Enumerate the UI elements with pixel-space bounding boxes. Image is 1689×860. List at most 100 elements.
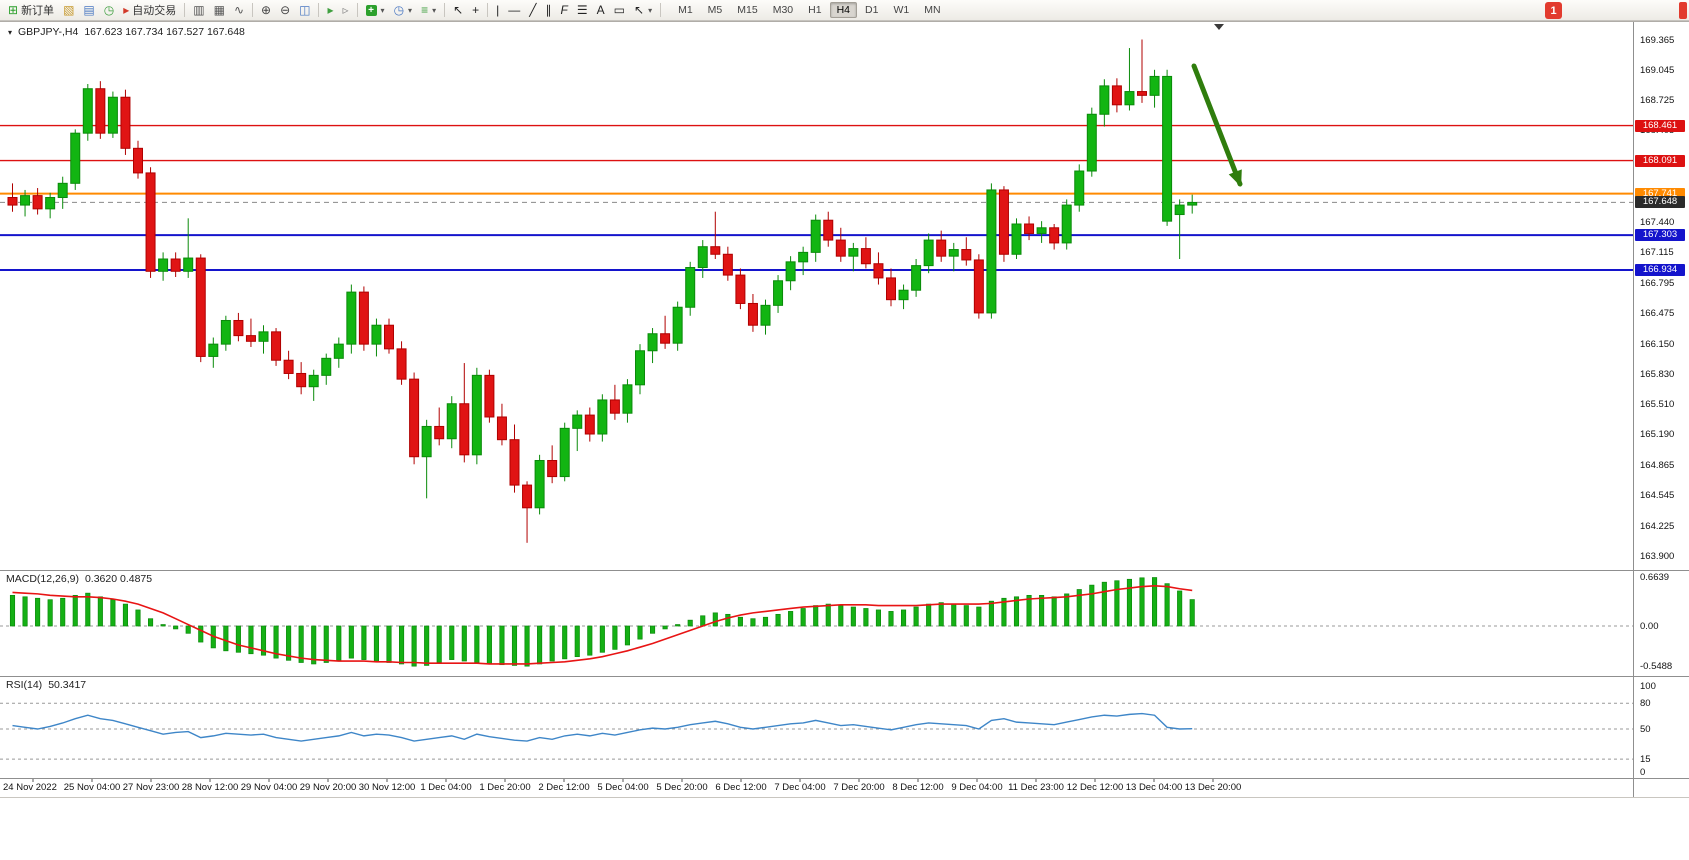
horizontal-line-tool-button[interactable]: — (504, 1, 524, 19)
text-label-icon: ▭ (613, 3, 625, 17)
zoom-out-button[interactable]: ⊖ (276, 1, 294, 19)
time-axis-label: 6 Dec 12:00 (715, 782, 767, 793)
chart-profiles-icon: ▧ (63, 3, 75, 17)
time-axis-label: 28 Nov 12:00 (181, 782, 239, 793)
arrows-tool-button[interactable]: ↖ ▾ (630, 1, 656, 19)
vertical-line-icon: | (496, 3, 500, 17)
indicators-button[interactable]: ≡ ▾ (417, 1, 440, 19)
new-order-icon: ⊞ (8, 3, 19, 17)
candlestick-series (7, 39, 1198, 543)
trend-arrow-annotation[interactable] (1191, 63, 1243, 187)
time-axis-label: 30 Nov 12:00 (358, 782, 416, 793)
bar-chart-mode-button[interactable]: ▥ (189, 1, 208, 19)
toolbar-separator (487, 3, 489, 17)
price-level-badge: 166.934 (1635, 263, 1685, 276)
time-axis-label: 29 Nov 04:00 (240, 782, 298, 793)
zoom-in-icon: ⊕ (261, 3, 272, 17)
timeframe-M30-button[interactable]: M30 (772, 4, 794, 16)
timeframe-D1-button[interactable]: D1 (865, 4, 879, 16)
cycle-lines-tool-button[interactable]: ☰ (573, 1, 592, 19)
rsi-tick-label: 15 (1640, 753, 1651, 765)
cycle-lines-icon: ☰ (576, 3, 588, 17)
trendline-icon: ╱ (529, 3, 537, 17)
macd-tick-label: 0.00 (1640, 620, 1659, 632)
toolbar-separator (444, 3, 446, 17)
rsi-tick-label: 0 (1640, 766, 1646, 778)
new-order-button[interactable]: ⊞ 新订单 (4, 1, 58, 19)
market-watch-icon: ▤ (83, 3, 95, 17)
timeframe-M15-button[interactable]: M15 (737, 4, 758, 16)
channel-tool-button[interactable]: ∥ (542, 1, 556, 19)
price-tick-label: 164.865 (1640, 460, 1675, 472)
chart-shift-icon: ▹ (342, 3, 349, 17)
collapse-triangle-icon[interactable]: ▾ (8, 27, 13, 37)
new-chart-icon: + (365, 4, 377, 16)
price-tick-label: 169.365 (1640, 34, 1675, 46)
time-axis-label: 2 Dec 12:00 (538, 782, 590, 793)
bar-chart-icon: ▥ (193, 3, 205, 17)
auto-trading-label: 自动交易 (132, 5, 177, 17)
chart-profiles-button[interactable]: ▧ (59, 1, 78, 19)
toolbar-separator (252, 3, 254, 17)
ohlc-readout: 167.623 167.734 167.527 167.648 (84, 26, 245, 38)
line-chart-mode-button[interactable]: ∿ (230, 1, 248, 19)
price-level-badge: 168.461 (1635, 119, 1685, 132)
rsi-title: RSI(14) (6, 679, 43, 691)
notification-badge[interactable]: 1 (1545, 2, 1562, 19)
market-watch-button[interactable]: ▤ (79, 1, 98, 19)
macd-histogram (9, 577, 1195, 667)
price-tick-label: 165.190 (1640, 429, 1675, 441)
chart-shift-button[interactable]: ▹ (339, 1, 353, 19)
chart-shift-marker[interactable] (1214, 24, 1224, 30)
fibonacci-tool-button[interactable]: F (557, 1, 572, 19)
corner-indicator (1679, 2, 1687, 19)
text-label-tool-button[interactable]: ▭ (610, 1, 629, 19)
candlestick-mode-button[interactable]: ▦ (210, 1, 229, 19)
price-level-badge: 167.648 (1635, 196, 1685, 209)
strategy-tester-button[interactable]: ◷ (100, 1, 118, 19)
macd-pane-label: MACD(12,26,9) 0.3620 0.4875 (6, 573, 152, 585)
crosshair-icon: + (472, 3, 480, 17)
toolbar-separator (184, 3, 186, 17)
cursor-tool-button[interactable]: ↖ (449, 1, 467, 19)
rsi-value: 50.3417 (48, 679, 87, 691)
macd-tick-label: 0.6639 (1640, 572, 1670, 584)
timeframe-H1-button[interactable]: H1 (808, 4, 822, 16)
chevron-down-icon: ▾ (648, 5, 653, 15)
periods-button[interactable]: ◷ ▾ (390, 1, 417, 19)
time-axis-label: 7 Dec 20:00 (833, 782, 885, 793)
rsi-tick-label: 50 (1640, 723, 1651, 735)
clock-icon: ◷ (393, 3, 405, 17)
trendline-tool-button[interactable]: ╱ (525, 1, 540, 19)
timeframe-M1-button[interactable]: M1 (678, 4, 693, 16)
tile-windows-icon: ◫ (299, 3, 311, 17)
vertical-line-tool-button[interactable]: | (492, 1, 503, 19)
rsi-line (12, 712, 1193, 742)
indicators-icon: ≡ (421, 3, 429, 17)
chart-header: ▾ GBPJPY-,H4 167.623 167.734 167.527 167… (8, 26, 245, 38)
time-axis-label: 5 Dec 04:00 (597, 782, 649, 793)
toolbar-separator (356, 3, 358, 17)
rsi-tick-label: 80 (1640, 697, 1651, 709)
text-tool-button[interactable]: A (593, 1, 609, 19)
timeframe-W1-button[interactable]: W1 (893, 4, 910, 16)
price-tick-label: 164.545 (1640, 490, 1675, 502)
timeframe-H4-button[interactable]: H4 (829, 2, 858, 18)
time-axis-label: 7 Dec 04:00 (774, 782, 826, 793)
timeframe-MN-button[interactable]: MN (924, 4, 941, 16)
zoom-in-button[interactable]: ⊕ (257, 1, 275, 19)
auto-scroll-button[interactable]: ▸ (323, 1, 337, 19)
macd-values: 0.3620 0.4875 (84, 573, 153, 585)
toolbar-separator (318, 3, 320, 17)
timeframe-M5-button[interactable]: M5 (707, 4, 723, 16)
crosshair-tool-button[interactable]: + (468, 1, 483, 19)
macd-signal-line (12, 585, 1193, 665)
horizontal-line-icon: — (508, 3, 521, 17)
toolbar-separator (660, 3, 662, 17)
auto-trading-button[interactable]: ▸ 自动交易 (119, 1, 180, 19)
tile-windows-button[interactable]: ◫ (295, 1, 314, 19)
new-chart-button[interactable]: + ▾ (362, 1, 389, 19)
chevron-down-icon: ▾ (432, 5, 437, 15)
